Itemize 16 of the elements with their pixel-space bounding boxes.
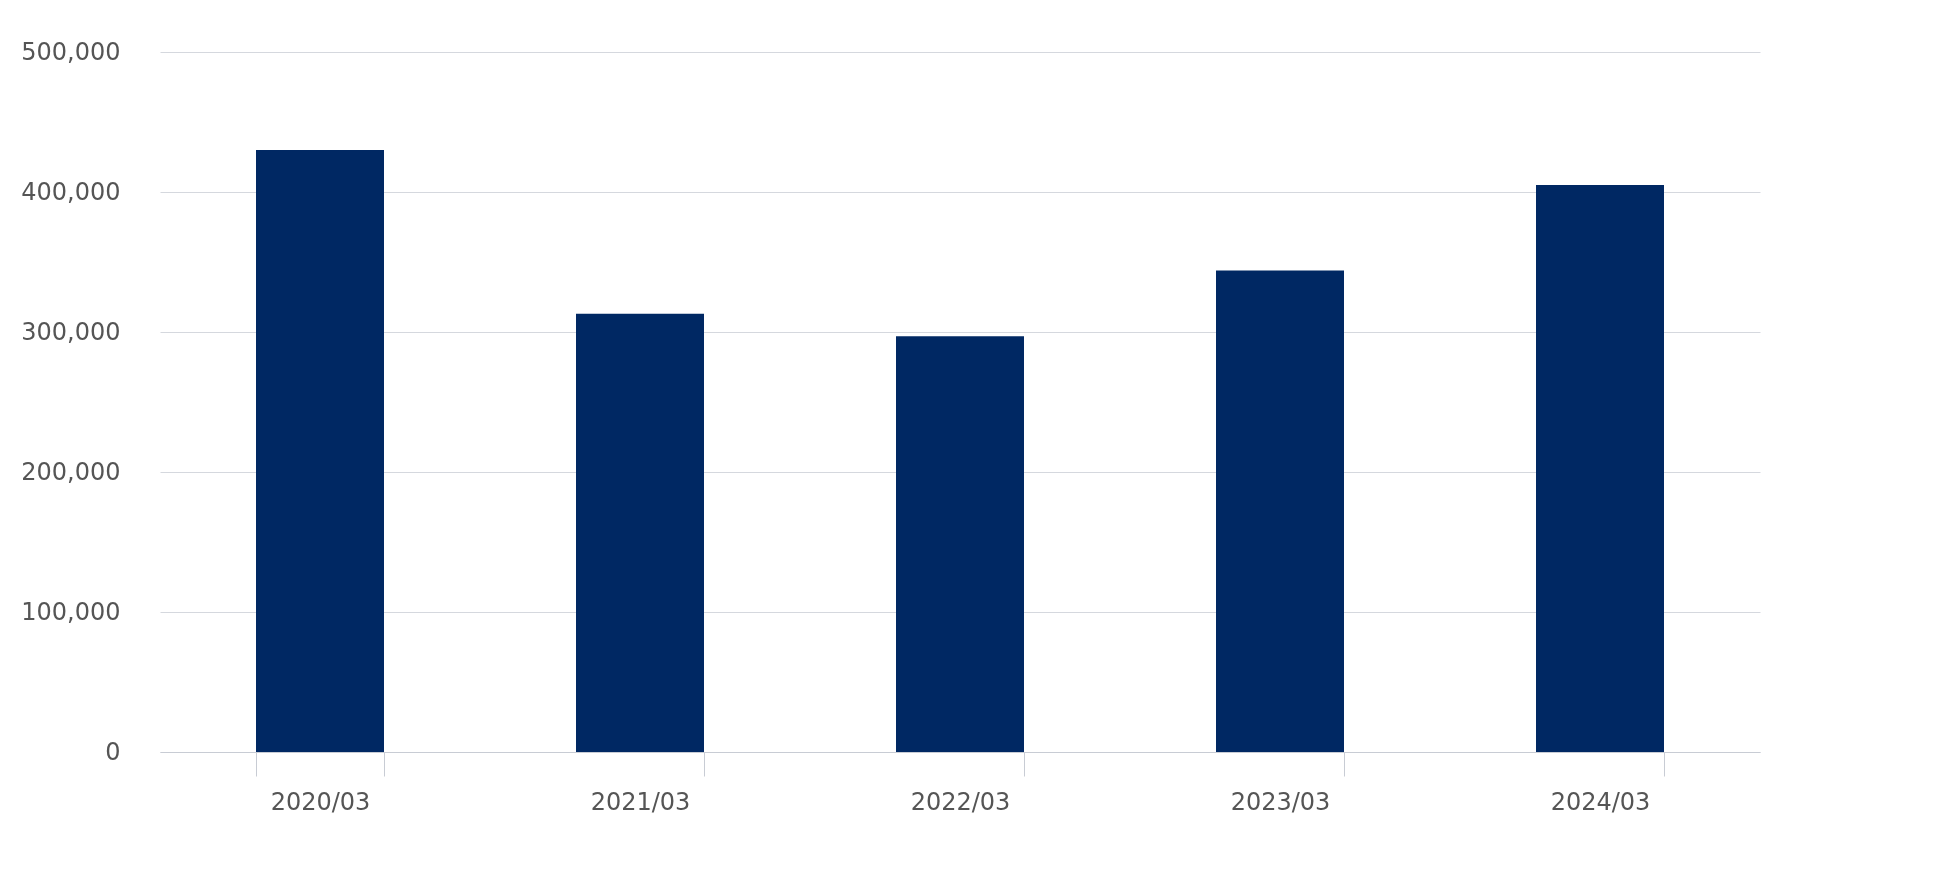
y-tick-label: 500,000 [21, 37, 121, 66]
x-tick-label: 2021/03 [590, 787, 691, 816]
bar [256, 150, 384, 752]
bar [1216, 270, 1344, 752]
y-tick-label: 300,000 [21, 317, 121, 346]
y-tick-label: 400,000 [21, 177, 121, 206]
y-tick-label: 100,000 [21, 597, 121, 626]
bar [896, 336, 1024, 752]
x-tick-label: 2022/03 [910, 787, 1011, 816]
x-tick-label: 2020/03 [270, 787, 371, 816]
y-tick-label: 200,000 [21, 457, 121, 486]
y-tick-label: 0 [105, 737, 121, 766]
bar [576, 313, 704, 752]
x-tick-label: 2024/03 [1550, 787, 1651, 816]
bar [1536, 185, 1664, 752]
x-tick-label: 2023/03 [1230, 787, 1331, 816]
